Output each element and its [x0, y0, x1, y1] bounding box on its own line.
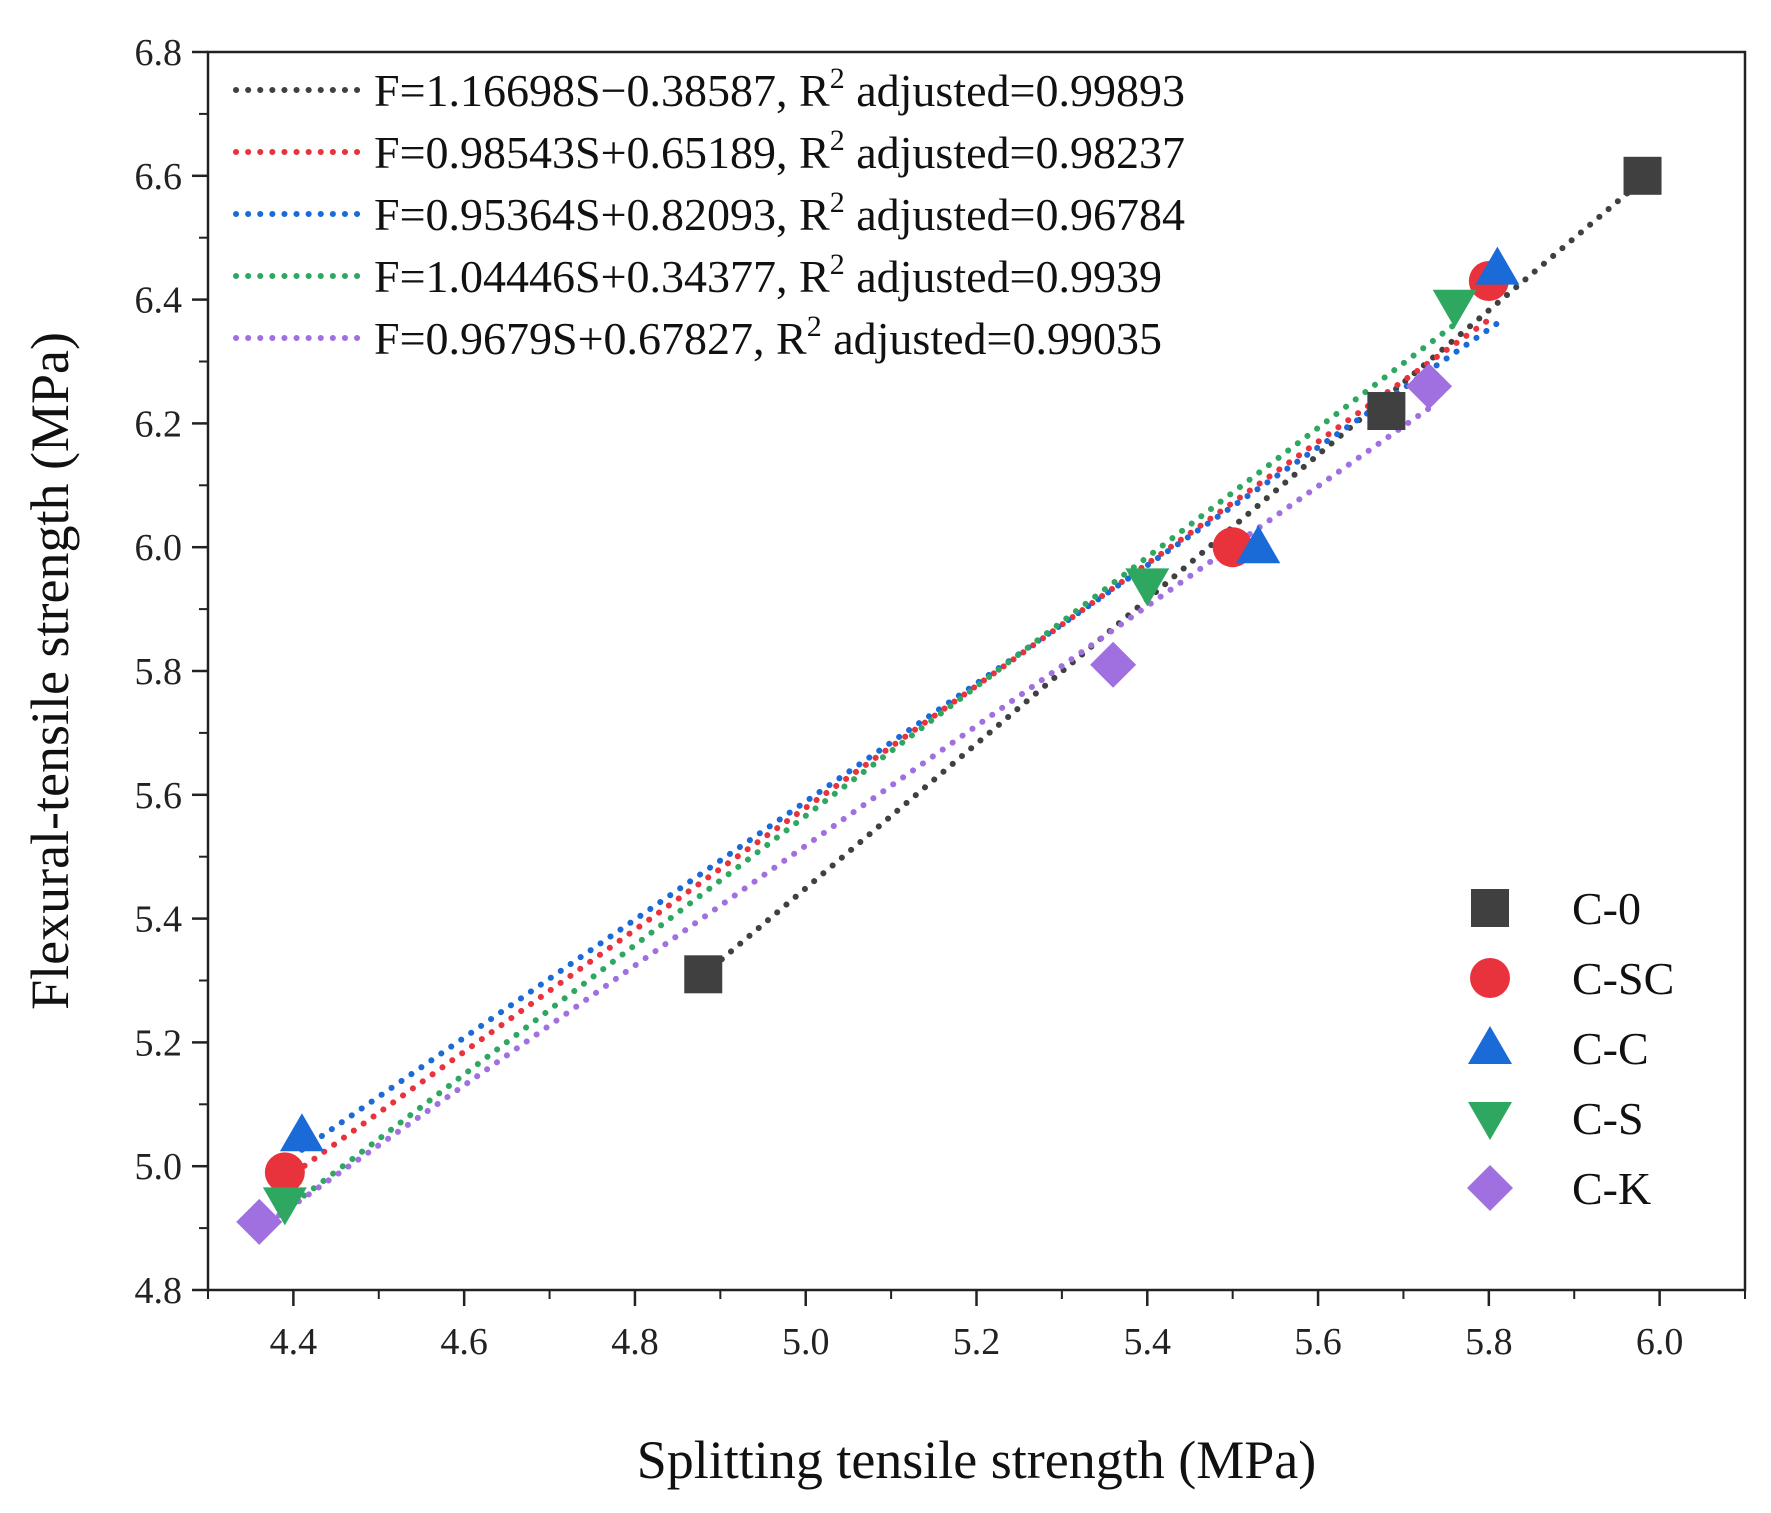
fit-legend-label: F=0.9679S+0.67827, R2 adjusted=0.99035: [374, 310, 1162, 364]
y-axis-title: Flexural-tensile strength (MPa): [20, 332, 80, 1010]
y-tick-label: 4.8: [135, 1270, 183, 1312]
legend-marker-c-k: [1467, 1165, 1513, 1211]
fit-line-c-s: [281, 321, 1458, 1214]
y-tick-label: 6.8: [135, 32, 183, 74]
y-tick-label: 6.4: [135, 280, 183, 322]
x-tick-label: 6.0: [1636, 1321, 1684, 1363]
fit-legend-label: F=1.04446S+0.34377, R2 adjusted=0.9939: [374, 248, 1162, 302]
point-c-s: [262, 1187, 307, 1226]
y-tick-label: 6.6: [135, 156, 183, 198]
y-tick-label: 6.0: [135, 527, 183, 569]
fit-legend: F=1.16698S−0.38587, R2 adjusted=0.99893 F…: [233, 62, 1185, 364]
legend-label: C-K: [1572, 1163, 1651, 1214]
point-c-c: [1475, 246, 1520, 285]
point-c-s: [1432, 289, 1477, 328]
x-tick-label: 5.6: [1294, 1321, 1342, 1363]
point-c-0: [1623, 156, 1662, 195]
fit-lines: [256, 177, 1646, 1233]
legend-label: C-S: [1572, 1093, 1644, 1144]
x-axis-title: Splitting tensile strength (MPa): [637, 1430, 1316, 1490]
point-c-0: [1367, 392, 1406, 431]
legend-label: C-SC: [1572, 953, 1674, 1004]
point-c-0: [684, 955, 723, 994]
x-tick-label: 5.2: [953, 1321, 1001, 1363]
legend-marker-c-sc: [1470, 958, 1510, 998]
point-c-k: [236, 1198, 283, 1245]
x-tick-label: 4.4: [270, 1321, 318, 1363]
legend-marker-c-s: [1468, 1102, 1512, 1140]
y-tick-label: 6.2: [135, 403, 183, 445]
fit-line-c-c: [298, 320, 1501, 1153]
fit-line-c-0: [700, 177, 1646, 978]
point-c-k: [1406, 363, 1453, 410]
x-tick-label: 5.0: [782, 1321, 830, 1363]
x-tick-label: 5.8: [1465, 1321, 1513, 1363]
x-tick-label: 4.8: [611, 1321, 659, 1363]
series-legend: C-0 C-SC C-C C-S C-K: [1467, 883, 1674, 1214]
fit-legend-label: F=0.95364S+0.82093, R2 adjusted=0.96784: [374, 186, 1185, 240]
fit-line-c-k: [256, 405, 1433, 1233]
fit-legend-label: F=0.98543S+0.65189, R2 adjusted=0.98237: [374, 124, 1185, 178]
point-c-s: [1125, 568, 1170, 607]
legend-label: C-C: [1572, 1023, 1649, 1074]
legend-marker-c-0: [1471, 889, 1509, 927]
fit-legend-label: F=1.16698S−0.38587, R2 adjusted=0.99893: [374, 62, 1185, 116]
point-c-c: [1236, 525, 1281, 564]
y-tick-label: 5.0: [135, 1146, 183, 1188]
y-tick-label: 5.4: [135, 899, 183, 941]
legend-marker-c-c: [1468, 1026, 1512, 1064]
legend-label: C-0: [1572, 883, 1641, 934]
y-tick-label: 5.6: [135, 775, 183, 817]
y-tick-label: 5.8: [135, 651, 183, 693]
y-tick-label: 5.2: [135, 1022, 183, 1064]
fit-line-c-sc: [281, 316, 1492, 1183]
x-tick-label: 4.6: [440, 1321, 488, 1363]
point-c-k: [1090, 641, 1137, 688]
data-points: [236, 156, 1662, 1245]
y-axis-ticks: 4.8 5.0 5.2 5.4 5.6 5.8 6.0 6.2 6.4 6.6 6.8: [135, 32, 208, 1312]
point-c-c: [279, 1113, 324, 1152]
x-tick-label: 5.4: [1124, 1321, 1172, 1363]
x-axis-ticks: 4.4 4.6 4.8 5.0 5.2 5.4 5.6 5.8 6.0: [207, 1290, 1746, 1363]
point-c-sc: [264, 1152, 305, 1193]
